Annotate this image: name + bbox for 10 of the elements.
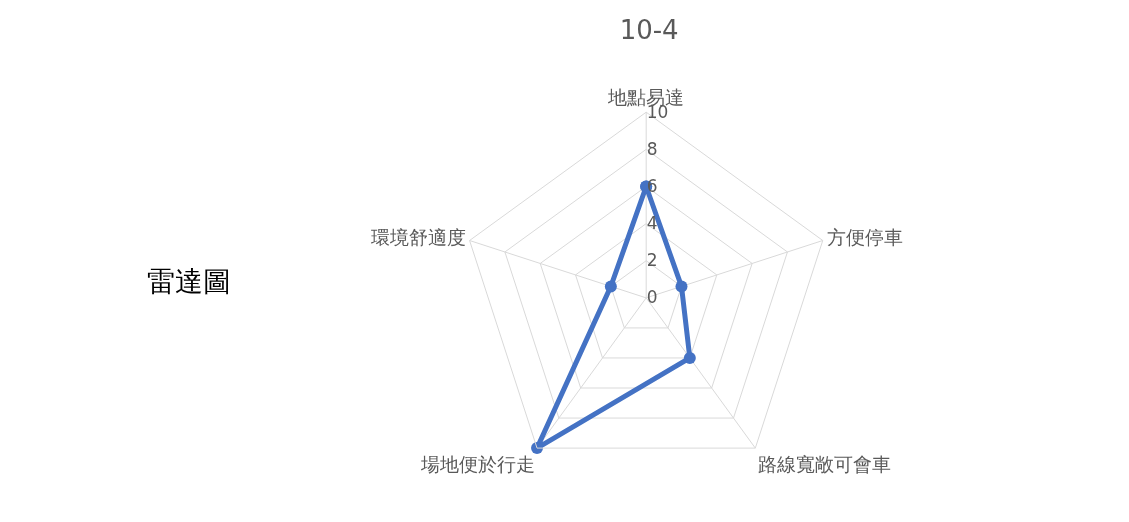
spoke-label: 環境舒適度 <box>370 226 466 249</box>
chart-title: 10-4 <box>619 15 679 46</box>
y-tick-label: 0 <box>646 287 658 308</box>
spoke-label: 方便停車 <box>826 226 903 249</box>
spoke-label: 路線寬敞可會車 <box>757 452 891 475</box>
spoke-label: 場地便於行走 <box>419 452 535 475</box>
text: 雷達圖 <box>147 265 231 298</box>
y-tick-label: 4 <box>646 213 658 234</box>
y-tick-label: 8 <box>646 138 658 159</box>
y-tick-label: 2 <box>646 250 658 271</box>
